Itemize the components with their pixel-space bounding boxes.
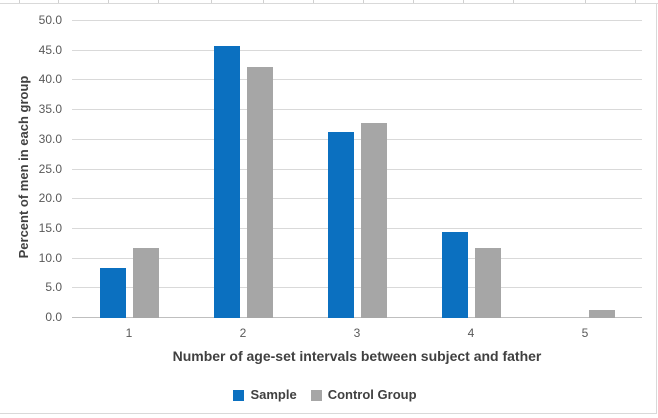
y-tick-label-30.0: 30.0 bbox=[38, 131, 62, 146]
gridline-y-30.0 bbox=[72, 138, 642, 140]
bar-control-group-4 bbox=[474, 248, 501, 318]
legend: Sample Control Group bbox=[0, 387, 658, 403]
y-tick-label-50.0: 50.0 bbox=[38, 13, 62, 27]
y-tick-label-10.0: 10.0 bbox=[38, 250, 62, 265]
spreadsheet-row-gridline bbox=[0, 3, 658, 4]
spreadsheet-column-tick bbox=[635, 0, 636, 3]
bar-control-group-2 bbox=[246, 67, 273, 318]
bar-control-group-5 bbox=[588, 310, 615, 318]
y-tick-label-5.0: 5.0 bbox=[45, 280, 62, 295]
x-axis-title: Number of age-set intervals between subj… bbox=[172, 348, 542, 364]
legend-label-sample: Sample bbox=[250, 387, 297, 402]
spreadsheet-column-tick bbox=[363, 0, 364, 3]
x-tick-label-3: 3 bbox=[353, 326, 361, 340]
spreadsheet-column-tick bbox=[19, 0, 20, 3]
y-tick-label-25.0: 25.0 bbox=[38, 161, 62, 176]
gridline-y-50.0 bbox=[72, 20, 642, 21]
x-tick-label-1: 1 bbox=[125, 326, 133, 340]
legend-label-control-group: Control Group bbox=[327, 387, 417, 402]
gridline-y-35.0 bbox=[72, 109, 642, 111]
plot-area bbox=[72, 20, 642, 318]
spreadsheet-column-tick bbox=[413, 0, 414, 3]
spreadsheet-column-tick bbox=[108, 0, 109, 3]
x-tick-label-2: 2 bbox=[239, 326, 247, 340]
legend-swatch-control-group bbox=[310, 389, 322, 401]
gridline-y-25.0 bbox=[72, 168, 642, 170]
y-tick-label-15.0: 15.0 bbox=[38, 220, 62, 235]
x-tick-label-5: 5 bbox=[581, 326, 589, 340]
spreadsheet-column-tick bbox=[58, 0, 59, 3]
gridline-y-0.0 bbox=[72, 317, 642, 318]
bar-control-group-3 bbox=[360, 123, 387, 318]
spreadsheet-column-tick bbox=[463, 0, 464, 3]
chart-bottom-border bbox=[0, 413, 657, 414]
gridline-y-5.0 bbox=[72, 287, 642, 289]
gridline-y-20.0 bbox=[72, 198, 642, 200]
y-tick-label-45.0: 45.0 bbox=[38, 42, 62, 57]
legend-swatch-sample bbox=[233, 389, 245, 401]
chart-right-border bbox=[656, 3, 657, 413]
x-tick-label-4: 4 bbox=[467, 326, 475, 340]
gridline-y-10.0 bbox=[72, 257, 642, 259]
gridline-y-40.0 bbox=[72, 79, 642, 81]
spreadsheet-column-tick bbox=[513, 0, 514, 3]
bar-sample-2 bbox=[213, 46, 240, 318]
spreadsheet-column-tick bbox=[158, 0, 159, 3]
y-tick-label-20.0: 20.0 bbox=[38, 191, 62, 206]
bar-control-group-1 bbox=[132, 248, 159, 318]
spreadsheet-column-tick bbox=[263, 0, 264, 3]
bar-sample-1 bbox=[99, 268, 126, 318]
spreadsheet-column-tick bbox=[313, 0, 314, 3]
bar-sample-3 bbox=[327, 132, 354, 318]
gridline-y-15.0 bbox=[72, 227, 642, 229]
spreadsheet-column-tick bbox=[211, 0, 212, 3]
bar-sample-4 bbox=[441, 232, 468, 318]
y-tick-label-35.0: 35.0 bbox=[38, 102, 62, 117]
y-tick-label-40.0: 40.0 bbox=[38, 72, 62, 87]
spreadsheet-column-tick bbox=[585, 0, 586, 3]
y-tick-label-0.0: 0.0 bbox=[45, 310, 62, 324]
gridline-y-45.0 bbox=[72, 49, 642, 51]
